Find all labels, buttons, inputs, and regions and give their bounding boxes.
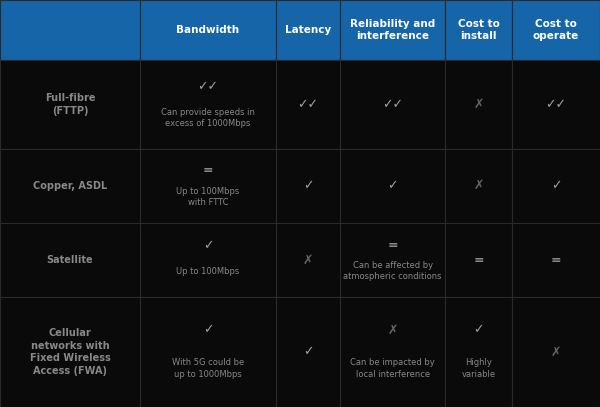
Text: Up to 100Mbps
with FTTC: Up to 100Mbps with FTTC <box>176 187 239 207</box>
Text: ✓✓: ✓✓ <box>197 80 218 93</box>
Bar <box>140 223 276 297</box>
Text: ✓: ✓ <box>303 346 313 359</box>
Bar <box>140 297 276 407</box>
Text: ✓✓: ✓✓ <box>545 98 566 111</box>
Text: With 5G could be
up to 1000Mbps: With 5G could be up to 1000Mbps <box>172 359 244 379</box>
Bar <box>0 0 140 60</box>
Text: ✗: ✗ <box>551 346 561 359</box>
Bar <box>140 0 276 60</box>
Text: ✗: ✗ <box>473 98 484 111</box>
Bar <box>340 149 445 223</box>
Bar <box>276 223 340 297</box>
Text: ✓✓: ✓✓ <box>298 98 319 111</box>
Text: ✗: ✗ <box>388 324 398 337</box>
Text: Can provide speeds in
excess of 1000Mbps: Can provide speeds in excess of 1000Mbps <box>161 107 255 128</box>
Text: ✓: ✓ <box>388 179 398 192</box>
Text: =: = <box>551 254 561 267</box>
Text: Bandwidth: Bandwidth <box>176 25 239 35</box>
Bar <box>445 149 512 223</box>
Bar <box>340 60 445 149</box>
Bar <box>140 60 276 149</box>
Text: Cost to
operate: Cost to operate <box>533 19 579 42</box>
Text: ✓: ✓ <box>303 179 313 192</box>
Text: ✓: ✓ <box>203 324 213 337</box>
Bar <box>512 60 600 149</box>
Bar <box>340 297 445 407</box>
Text: Full-fibre
(FTTP): Full-fibre (FTTP) <box>44 93 95 116</box>
Bar <box>140 149 276 223</box>
Bar <box>276 149 340 223</box>
Text: Up to 100Mbps: Up to 100Mbps <box>176 267 239 276</box>
Text: ✓: ✓ <box>473 324 484 337</box>
Text: ✓: ✓ <box>551 179 561 192</box>
Text: Satellite: Satellite <box>47 255 93 265</box>
Bar <box>512 149 600 223</box>
Bar <box>0 223 140 297</box>
Bar <box>276 297 340 407</box>
Text: Reliability and
interference: Reliability and interference <box>350 19 436 42</box>
Bar <box>340 223 445 297</box>
Bar <box>0 60 140 149</box>
Text: ✓: ✓ <box>203 239 213 252</box>
Text: Can be impacted by
local interference: Can be impacted by local interference <box>350 359 435 379</box>
Bar <box>445 297 512 407</box>
Bar <box>512 223 600 297</box>
Bar <box>340 0 445 60</box>
Text: ✗: ✗ <box>303 254 313 267</box>
Text: Cellular
networks with
Fixed Wireless
Access (FWA): Cellular networks with Fixed Wireless Ac… <box>29 328 110 376</box>
Text: Cost to
install: Cost to install <box>458 19 499 42</box>
Text: =: = <box>388 239 398 252</box>
Bar <box>276 0 340 60</box>
Text: Highly
variable: Highly variable <box>461 359 496 379</box>
Bar <box>0 297 140 407</box>
Bar <box>445 223 512 297</box>
Bar <box>512 0 600 60</box>
Text: ✓✓: ✓✓ <box>382 98 403 111</box>
Bar <box>445 0 512 60</box>
Text: =: = <box>203 164 213 177</box>
Text: Copper, ASDL: Copper, ASDL <box>33 181 107 191</box>
Bar <box>445 60 512 149</box>
Text: =: = <box>473 254 484 267</box>
Text: Can be affected by
atmospheric conditions: Can be affected by atmospheric condition… <box>343 261 442 281</box>
Bar <box>0 149 140 223</box>
Text: ✗: ✗ <box>473 179 484 192</box>
Bar <box>276 60 340 149</box>
Bar <box>512 297 600 407</box>
Text: Latency: Latency <box>285 25 331 35</box>
